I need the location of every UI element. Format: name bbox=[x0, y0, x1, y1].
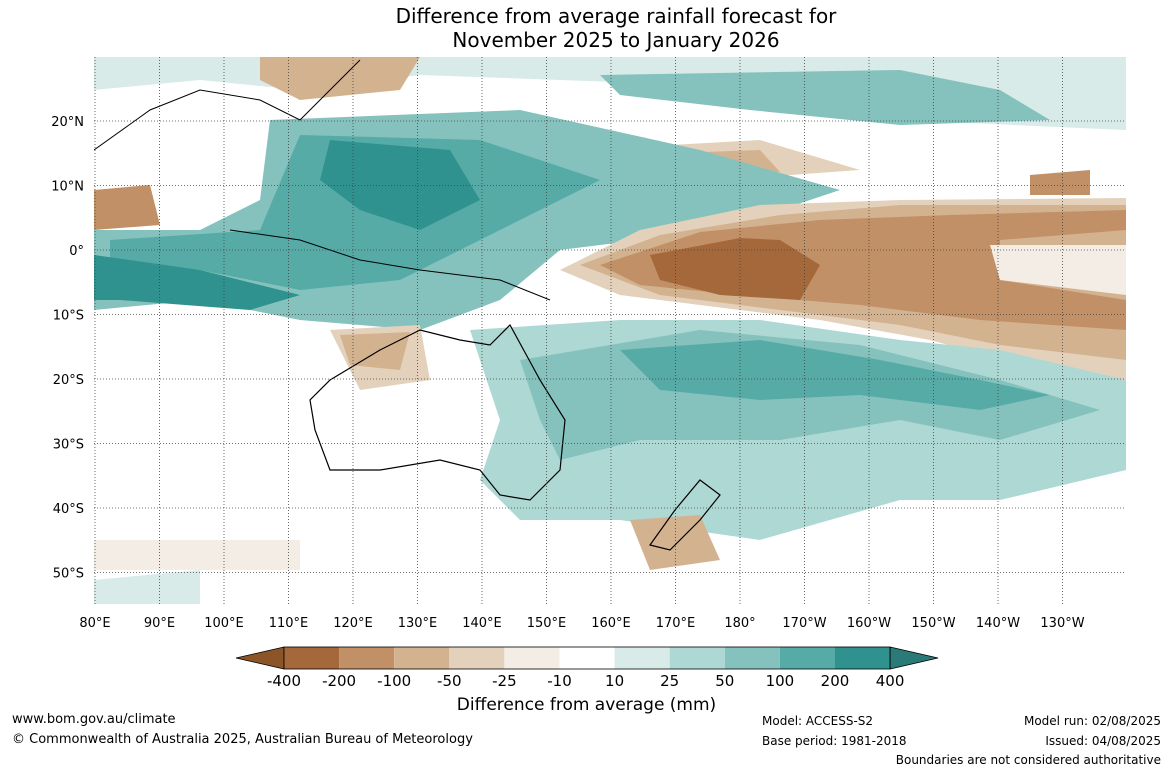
indonesia-coastline bbox=[229, 229, 551, 301]
longitude-label: 100°E bbox=[204, 616, 244, 631]
longitude-label: 140°W bbox=[976, 616, 1020, 631]
colorbar-label: Difference from average (mm) bbox=[456, 695, 717, 715]
website-link[interactable]: www.bom.gov.au/climate bbox=[12, 712, 176, 727]
latitude-label: 10°N bbox=[51, 180, 84, 195]
map-gridlines bbox=[94, 57, 1126, 604]
map-axis-labels: 80°E 90°E 100°E 110°E 120°E 130°E 140°E 150°E 16… bbox=[51, 115, 1085, 631]
base-period: Base period: 1981-2018 bbox=[762, 734, 907, 748]
longitude-label: 150°W bbox=[911, 616, 955, 631]
latitude-label: 50°S bbox=[53, 567, 84, 582]
longitude-label: 150°E bbox=[527, 616, 567, 631]
australia-coastline bbox=[309, 324, 566, 501]
longitude-label: 130°W bbox=[1040, 616, 1084, 631]
title-line-1: Difference from average rainfall forecas… bbox=[395, 4, 837, 28]
model-name: Model: ACCESS-S2 bbox=[762, 714, 874, 728]
latitude-label: 20°N bbox=[51, 115, 84, 130]
longitude-label: 180° bbox=[724, 616, 755, 631]
latitude-label: 40°S bbox=[53, 502, 84, 517]
boundaries-disclaimer: Boundaries are not considered authoritat… bbox=[895, 753, 1161, 767]
title-line-2: November 2025 to January 2026 bbox=[452, 28, 780, 52]
longitude-label: 160°W bbox=[847, 616, 891, 631]
new-zealand-coastline bbox=[648, 479, 721, 551]
longitude-label: 140°E bbox=[462, 616, 502, 631]
model-run: Model run: 02/08/2025 bbox=[1023, 714, 1161, 728]
latitude-label: 30°S bbox=[53, 438, 84, 453]
map-title: Difference from average rainfall forecas… bbox=[0, 4, 1173, 52]
longitude-label: 120°E bbox=[333, 616, 373, 631]
longitude-label: 170°W bbox=[782, 616, 826, 631]
longitude-label: 110°E bbox=[269, 616, 309, 631]
issued-date: Issued: 04/08/2025 bbox=[1045, 734, 1161, 748]
longitude-label: 170°E bbox=[656, 616, 696, 631]
longitude-label: 160°E bbox=[591, 616, 631, 631]
anomaly-field bbox=[94, 57, 1126, 604]
latitude-label: 20°S bbox=[53, 373, 84, 388]
longitude-label: 130°E bbox=[398, 616, 438, 631]
longitude-label: 80°E bbox=[79, 616, 110, 631]
latitude-label: 10°S bbox=[53, 309, 84, 324]
asia-coastline bbox=[94, 59, 361, 151]
copyright-text: © Commonwealth of Australia 2025, Austra… bbox=[12, 732, 473, 747]
longitude-label: 90°E bbox=[144, 616, 175, 631]
latitude-label: 0° bbox=[69, 244, 84, 259]
